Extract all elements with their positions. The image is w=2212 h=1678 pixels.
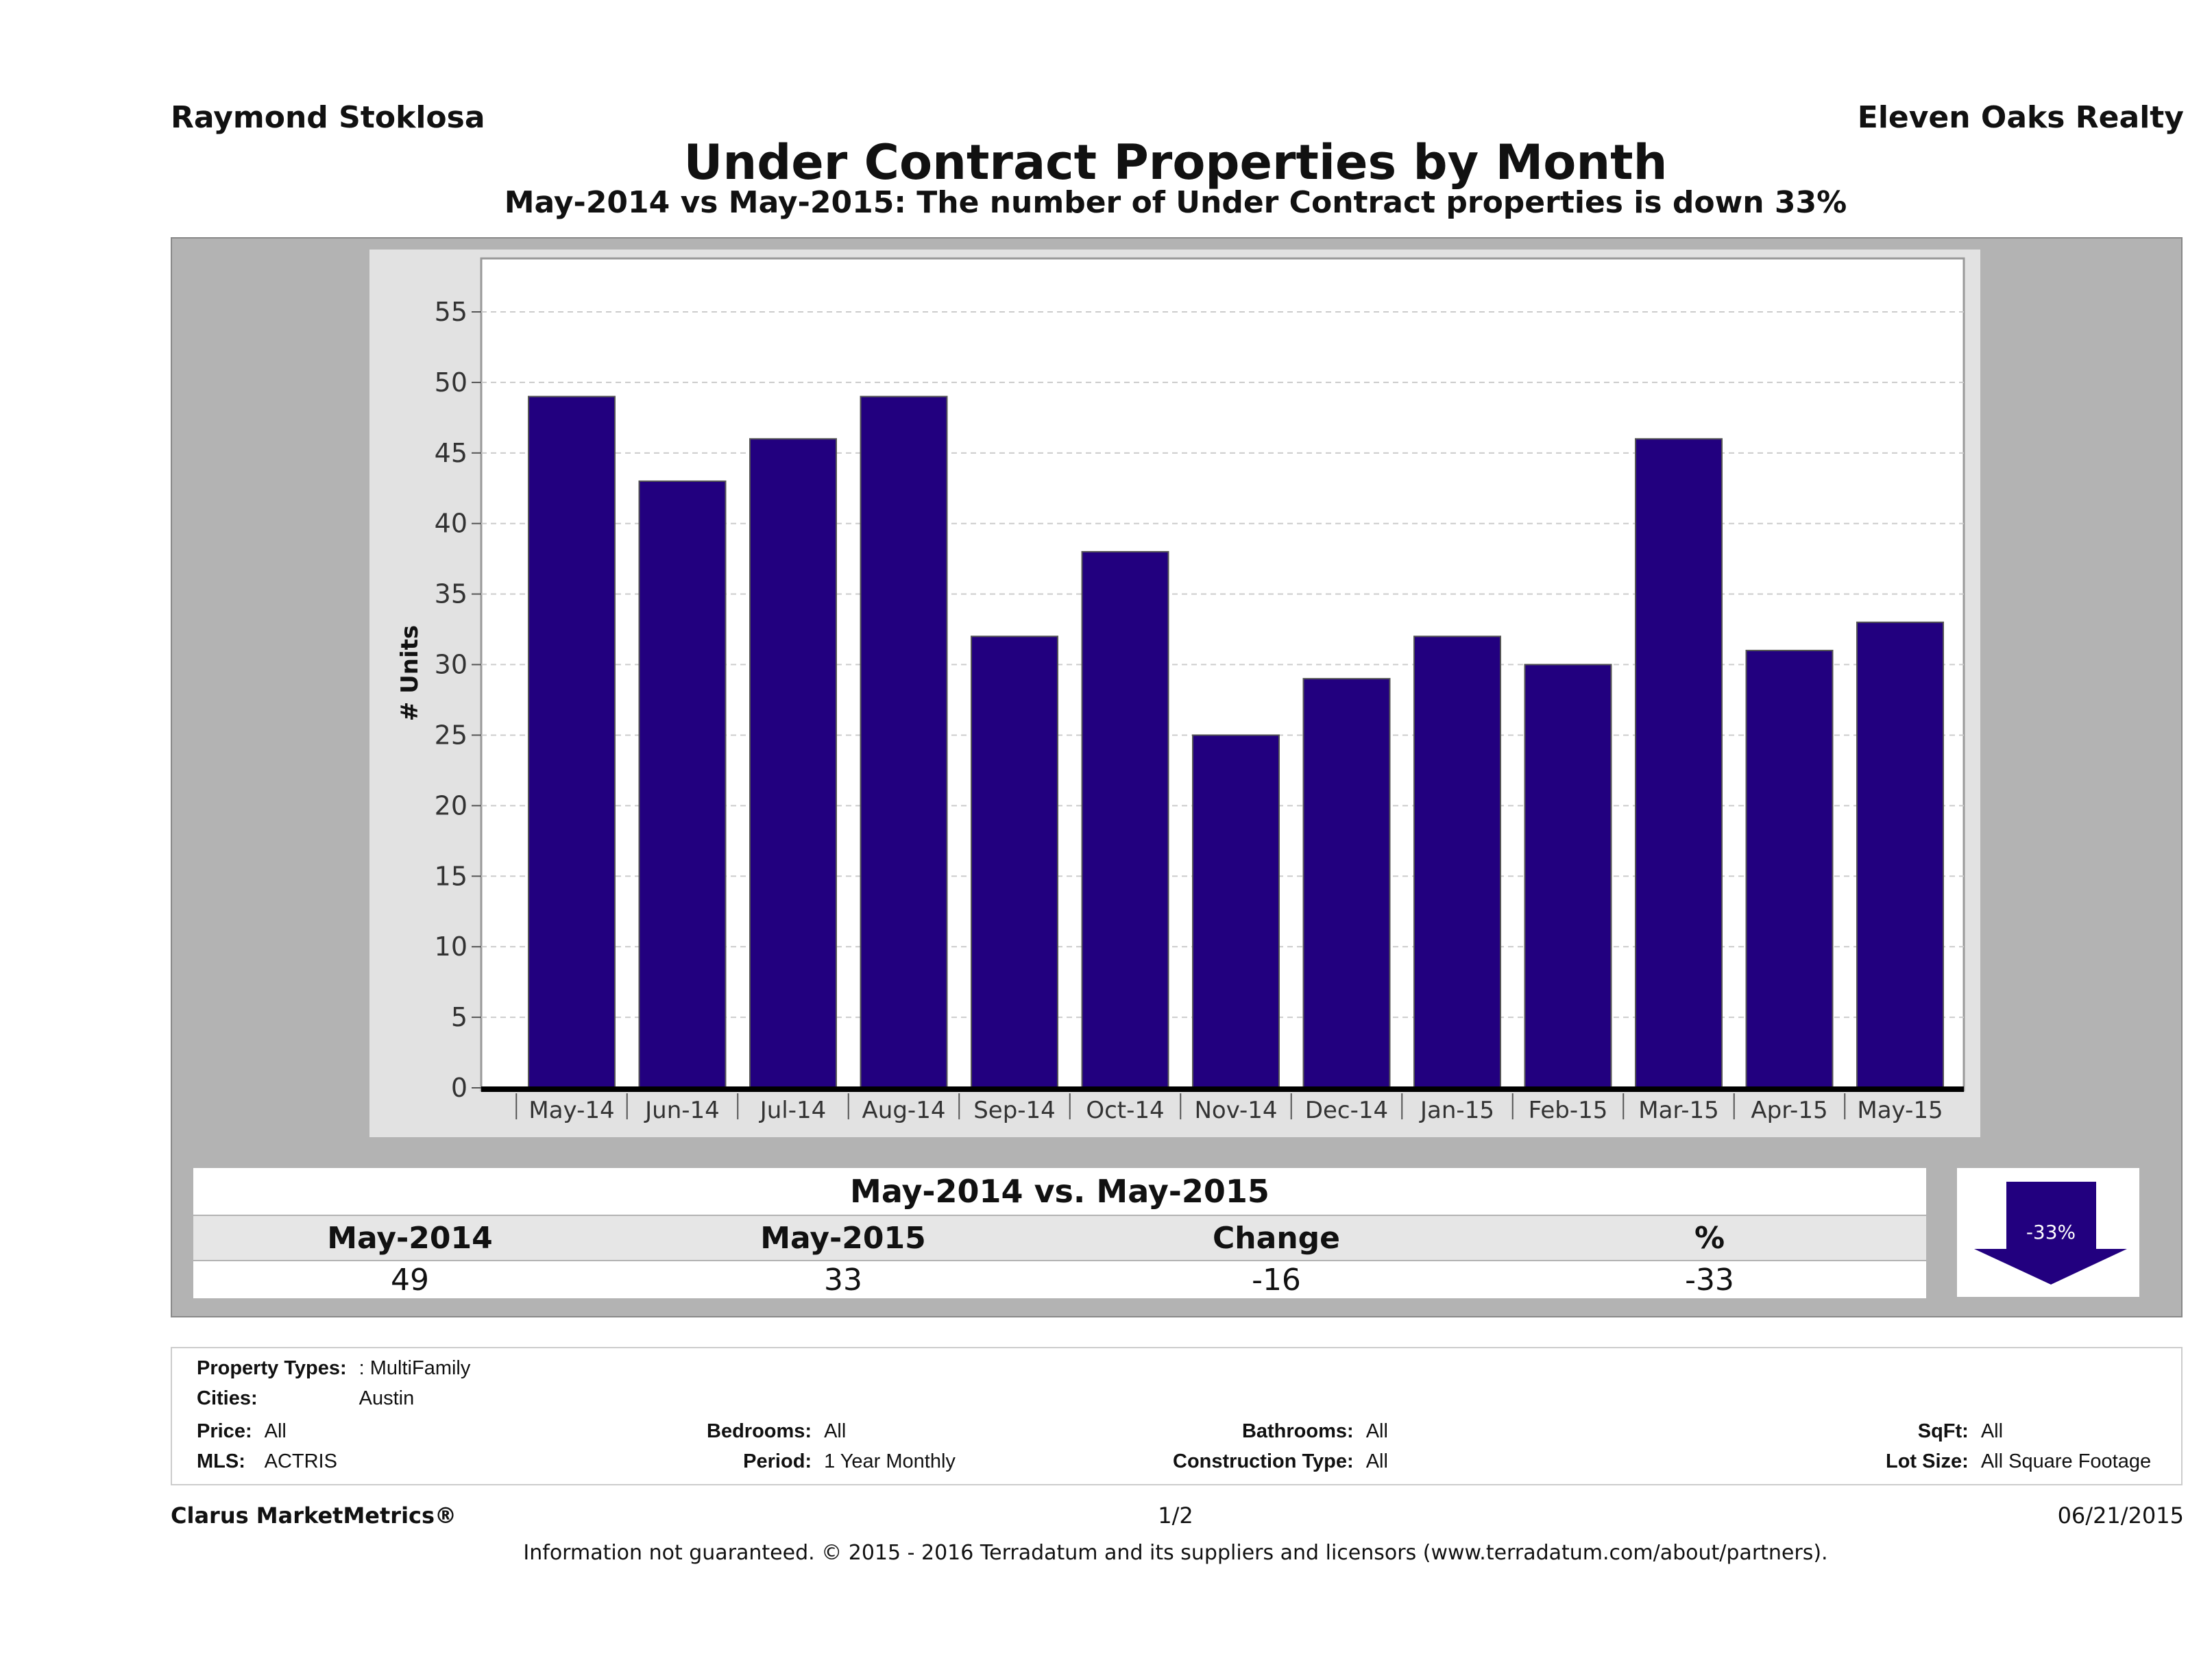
y-tick-label: 30 — [435, 650, 467, 680]
y-tick-label: 5 — [451, 1002, 467, 1032]
bedrooms-label: Bedrooms: — [707, 1420, 812, 1442]
summary-header: May-2014 — [327, 1220, 493, 1256]
x-tick-label: Sep-14 — [973, 1097, 1056, 1124]
sqft-label: SqFt: — [1917, 1420, 1969, 1442]
summary-header: % — [1694, 1220, 1725, 1256]
y-tick-label: 20 — [435, 790, 467, 820]
construction-type-value: All — [1365, 1450, 1388, 1472]
bar — [638, 480, 727, 1089]
lot-size-value: All Square Footage — [1980, 1450, 2152, 1472]
page-title: Under Contract Properties by Month — [683, 134, 1668, 191]
summary-header: Change — [1213, 1220, 1340, 1256]
x-tick-label: Mar-15 — [1638, 1097, 1719, 1124]
criteria-group-1: Price: All MLS: ACTRIS — [197, 1420, 337, 1473]
mls-label: MLS: — [197, 1450, 245, 1472]
summary-header-row: May-2014 May-2015 Change % — [193, 1216, 1926, 1260]
bar — [860, 396, 948, 1089]
summary-header: May-2015 — [760, 1220, 926, 1256]
property-types-value: : MultiFamily — [358, 1357, 471, 1379]
x-tick-label: Feb-15 — [1529, 1097, 1608, 1124]
brand-name: Clarus MarketMetrics® — [171, 1503, 457, 1529]
summary-values-row: 49 33 -16 -33 — [193, 1261, 1926, 1298]
summary-table: May-2014 vs. May-2015 May-2014 May-2015 … — [193, 1168, 1926, 1298]
criteria-group-location: Property Types: : MultiFamily Cities: Au… — [197, 1357, 470, 1410]
bar — [1413, 635, 1501, 1089]
price-label: Price: — [197, 1420, 252, 1442]
mls-value: ACTRIS — [264, 1450, 337, 1472]
bar — [971, 635, 1058, 1089]
cities-value: Austin — [358, 1387, 415, 1409]
y-tick-label: 25 — [435, 720, 467, 750]
page-number: 1/2 — [1158, 1503, 1193, 1529]
bar — [1081, 550, 1169, 1089]
summary-title: May-2014 vs. May-2015 — [850, 1173, 1269, 1210]
period-label: Period: — [743, 1450, 812, 1472]
summary-value: -16 — [1252, 1262, 1301, 1298]
y-tick-label: 55 — [435, 297, 467, 327]
bedrooms-value: All — [824, 1420, 847, 1442]
construction-type-label: Construction Type: — [1173, 1450, 1354, 1472]
bar — [1524, 664, 1612, 1089]
bar — [1856, 621, 1944, 1089]
x-tick-label: May-14 — [528, 1097, 614, 1124]
summary-value: 33 — [824, 1262, 862, 1298]
x-tick-label: Jul-14 — [759, 1097, 827, 1124]
bar — [1745, 649, 1834, 1089]
y-tick-label: 45 — [435, 438, 467, 468]
x-tick-label: May-15 — [1857, 1097, 1943, 1124]
report-date: 06/21/2015 — [2057, 1503, 2184, 1529]
x-tick-label: Jan-15 — [1419, 1097, 1494, 1124]
summary-value: 49 — [391, 1262, 429, 1298]
y-tick-label: 0 — [451, 1073, 467, 1103]
criteria-group-3: Bathrooms: All Construction Type: All — [1173, 1420, 1388, 1473]
cities-label: Cities: — [197, 1387, 258, 1409]
x-tick-label: Nov-14 — [1195, 1097, 1278, 1124]
x-tick-label: Oct-14 — [1086, 1097, 1164, 1124]
lot-size-label: Lot Size: — [1886, 1450, 1969, 1472]
sqft-value: All — [1980, 1420, 2004, 1442]
x-tick-label: Aug-14 — [862, 1097, 946, 1124]
bar-chart: 0 5 10 15 20 25 30 35 40 45 50 55 # Units May-14 Jun-1… — [396, 257, 1965, 1124]
bathrooms-label: Bathrooms: — [1241, 1420, 1354, 1442]
x-tick-label: Apr-15 — [1751, 1097, 1827, 1124]
criteria-box: Property Types: : MultiFamily Cities: Au… — [171, 1347, 2183, 1485]
x-tick-label: Jun-14 — [644, 1097, 720, 1124]
y-tick-label: 35 — [435, 579, 467, 609]
criteria-group-2: Bedrooms: All Period: 1 Year Monthly — [707, 1420, 956, 1473]
change-badge-text: -33% — [2026, 1221, 2076, 1243]
bar — [1192, 734, 1280, 1089]
price-value: All — [264, 1420, 287, 1442]
page-subtitle: May-2014 vs May-2015: The number of Unde… — [504, 185, 1847, 220]
agent-name: Raymond Stoklosa — [171, 100, 485, 135]
bar — [1635, 438, 1723, 1089]
change-badge: -33% — [1957, 1168, 2139, 1297]
bar — [1302, 678, 1391, 1089]
y-tick-label: 15 — [435, 861, 467, 891]
disclaimer: Information not guaranteed. © 2015 - 201… — [523, 1541, 1828, 1565]
bar — [528, 396, 616, 1089]
summary-value: -33 — [1685, 1262, 1734, 1298]
period-value: 1 Year Monthly — [824, 1450, 956, 1472]
down-arrow-icon: -33% — [1974, 1182, 2127, 1285]
y-tick-label: 50 — [435, 367, 467, 398]
x-tick-label: Dec-14 — [1305, 1097, 1388, 1124]
y-tick-label: 40 — [435, 509, 467, 539]
property-types-label: Property Types: — [197, 1357, 347, 1379]
company-name: Eleven Oaks Realty — [1857, 100, 2184, 135]
y-axis-label: # Units — [396, 625, 424, 721]
criteria-group-4: SqFt: All Lot Size: All Square Footage — [1886, 1420, 2151, 1473]
bathrooms-value: All — [1365, 1420, 1388, 1442]
bar — [749, 438, 837, 1089]
summary-title-row: May-2014 vs. May-2015 — [193, 1168, 1926, 1215]
y-tick-label: 10 — [435, 932, 467, 962]
